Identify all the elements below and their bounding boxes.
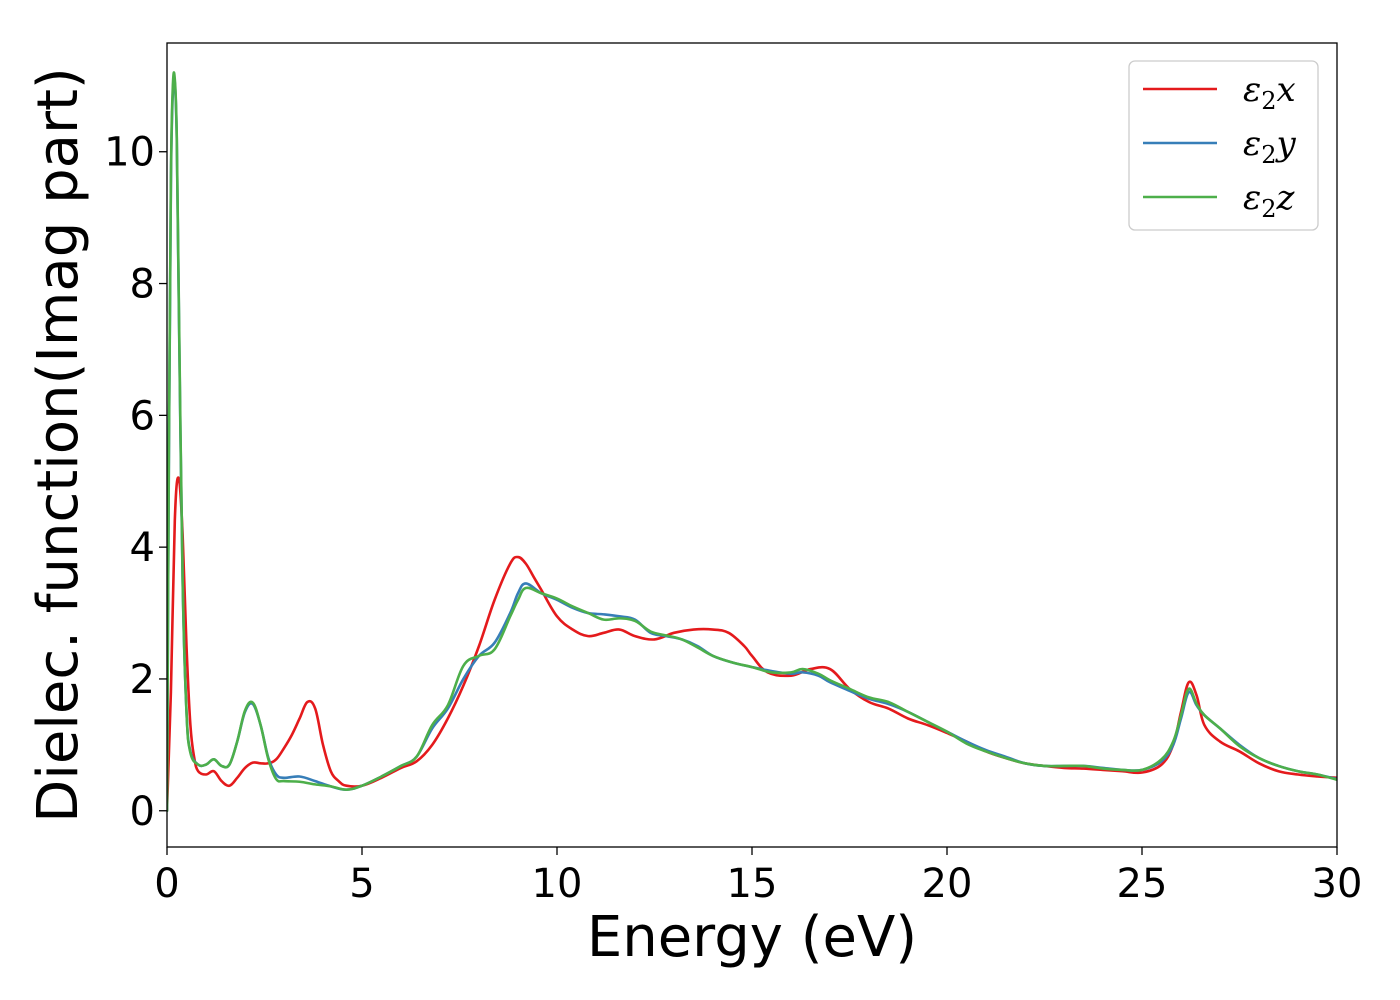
x-tick-label: 0 bbox=[154, 861, 179, 907]
legend-box bbox=[1128, 60, 1319, 231]
series-layer bbox=[167, 71, 1337, 813]
y-tick-label: 10 bbox=[104, 130, 155, 176]
x-axis-title: Energy (eV) bbox=[587, 905, 917, 970]
y-axis: 0 2 4 6 8 10 bbox=[104, 130, 167, 835]
y-tick-label: 0 bbox=[130, 789, 155, 835]
x-tick-label: 20 bbox=[922, 861, 973, 907]
x-tick-label: 15 bbox=[727, 861, 778, 907]
x-axis: 0 5 10 15 20 25 30 bbox=[154, 847, 1362, 907]
y-tick-label: 4 bbox=[130, 525, 155, 571]
legend: ε2x ε2y ε2z bbox=[1128, 60, 1319, 231]
x-tick-label: 5 bbox=[349, 861, 374, 907]
y-tick-label: 6 bbox=[130, 393, 155, 439]
x-tick-label: 10 bbox=[532, 861, 583, 907]
x-tick-label: 25 bbox=[1117, 861, 1168, 907]
y-tick-label: 8 bbox=[130, 262, 155, 308]
legend-label-1: ε2x bbox=[1243, 70, 1296, 115]
legend-label-3: ε2z bbox=[1243, 178, 1296, 223]
y-axis-title: Dielec. function(Imag part) bbox=[26, 67, 91, 823]
x-tick-label: 30 bbox=[1312, 861, 1363, 907]
series-line-3 bbox=[167, 71, 1337, 813]
y-tick-label: 2 bbox=[130, 657, 155, 703]
legend-label-2: ε2y bbox=[1243, 124, 1297, 169]
